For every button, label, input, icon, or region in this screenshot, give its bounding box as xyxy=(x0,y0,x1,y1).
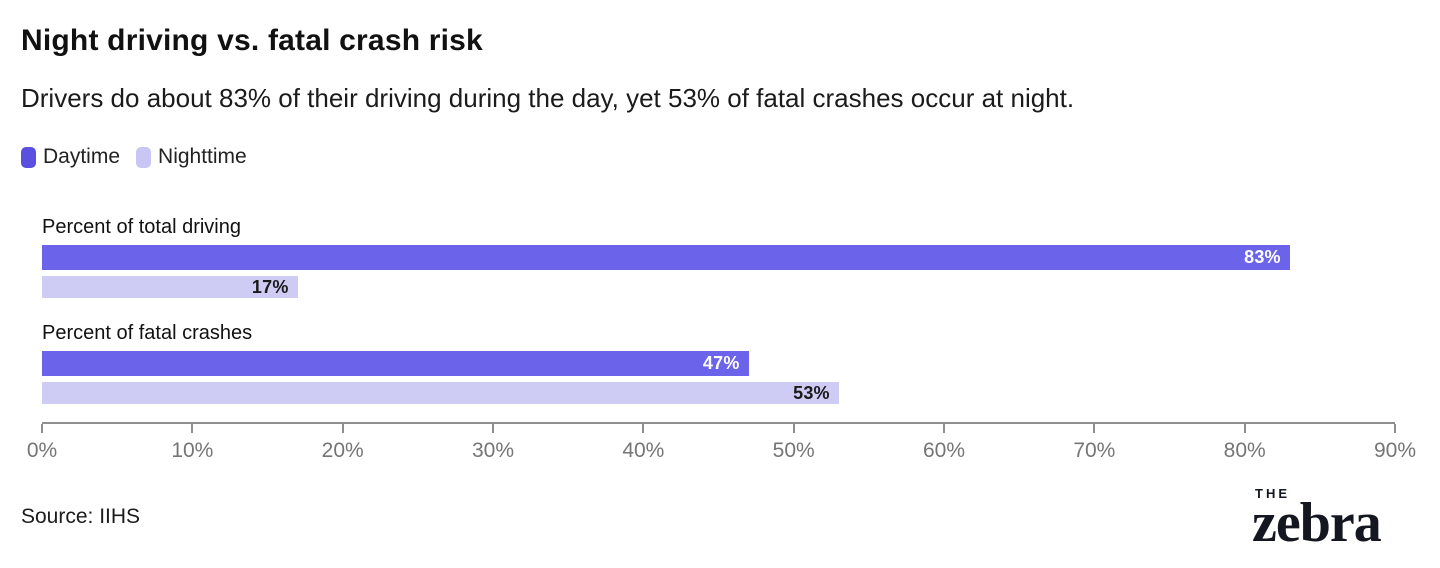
x-axis-tick-mark xyxy=(642,424,645,433)
logo-the-text: THE xyxy=(1255,486,1290,501)
x-axis-tick-label: 0% xyxy=(26,439,58,462)
x-axis-tick-mark xyxy=(492,424,494,433)
bar-value-label: 83% xyxy=(1244,247,1281,267)
category-label-total-driving: Percent of total driving xyxy=(42,216,241,238)
logo-zebra-text: zebra xyxy=(1252,492,1382,554)
chart-subtitle: Drivers do about 83% of their driving du… xyxy=(21,83,1075,113)
x-axis-tick-mark xyxy=(792,424,795,433)
x-axis-tick-label: 10% xyxy=(171,439,214,462)
bar-nighttime-total-driving: 17% xyxy=(42,276,298,298)
x-axis: 0% 10% 20% 30% 40% 50% 60% 70% 80% 90% xyxy=(27,422,1416,472)
bar-nighttime-fatal-crashes: 53% xyxy=(42,382,839,404)
bar-daytime-total-driving: 83% xyxy=(42,245,1290,270)
x-axis-tick-label: 30% xyxy=(471,439,515,462)
x-axis-tick-label: 20% xyxy=(321,439,364,462)
x-axis-tick-mark xyxy=(191,424,194,433)
x-axis-tick-mark xyxy=(1243,424,1246,433)
legend-label-daytime: Daytime xyxy=(43,145,121,168)
bar-value-label: 47% xyxy=(702,353,740,373)
bar-daytime-fatal-crashes: 47% xyxy=(42,351,749,376)
x-axis-tick-mark xyxy=(41,424,43,433)
x-axis-tick-label: 80% xyxy=(1223,439,1266,462)
x-axis-tick-label: 50% xyxy=(772,439,815,462)
x-axis-tick-label: 60% xyxy=(922,439,966,462)
x-axis-tick-label: 70% xyxy=(1073,439,1116,462)
legend-item-daytime: Daytime xyxy=(21,145,120,169)
x-axis-tick-label: 40% xyxy=(622,439,665,462)
source-note: Source: IIHS xyxy=(21,505,141,528)
legend: Daytime Nighttime xyxy=(21,145,247,169)
x-axis-tick-mark xyxy=(1394,424,1396,433)
daytime-swatch-icon xyxy=(21,146,36,168)
x-axis-tick-mark xyxy=(1093,424,1096,433)
nighttime-swatch-icon xyxy=(136,146,152,168)
x-axis-tick-mark xyxy=(341,424,344,433)
chart-title: Night driving vs. fatal crash risk xyxy=(21,24,483,57)
bar-value-label: 17% xyxy=(251,276,289,297)
category-label-fatal-crashes: Percent of fatal crashes xyxy=(42,322,253,344)
bar-chart: Percent of total driving 83% 17% Percent… xyxy=(27,215,1416,475)
bar-value-label: 53% xyxy=(793,382,830,403)
x-axis-tick-label: 90% xyxy=(1373,439,1417,462)
the-zebra-logo: THE zebra xyxy=(1252,486,1382,554)
legend-item-nighttime: Nighttime xyxy=(136,145,247,169)
legend-label-nighttime: Nighttime xyxy=(158,145,247,168)
x-axis-tick-mark xyxy=(943,424,945,433)
